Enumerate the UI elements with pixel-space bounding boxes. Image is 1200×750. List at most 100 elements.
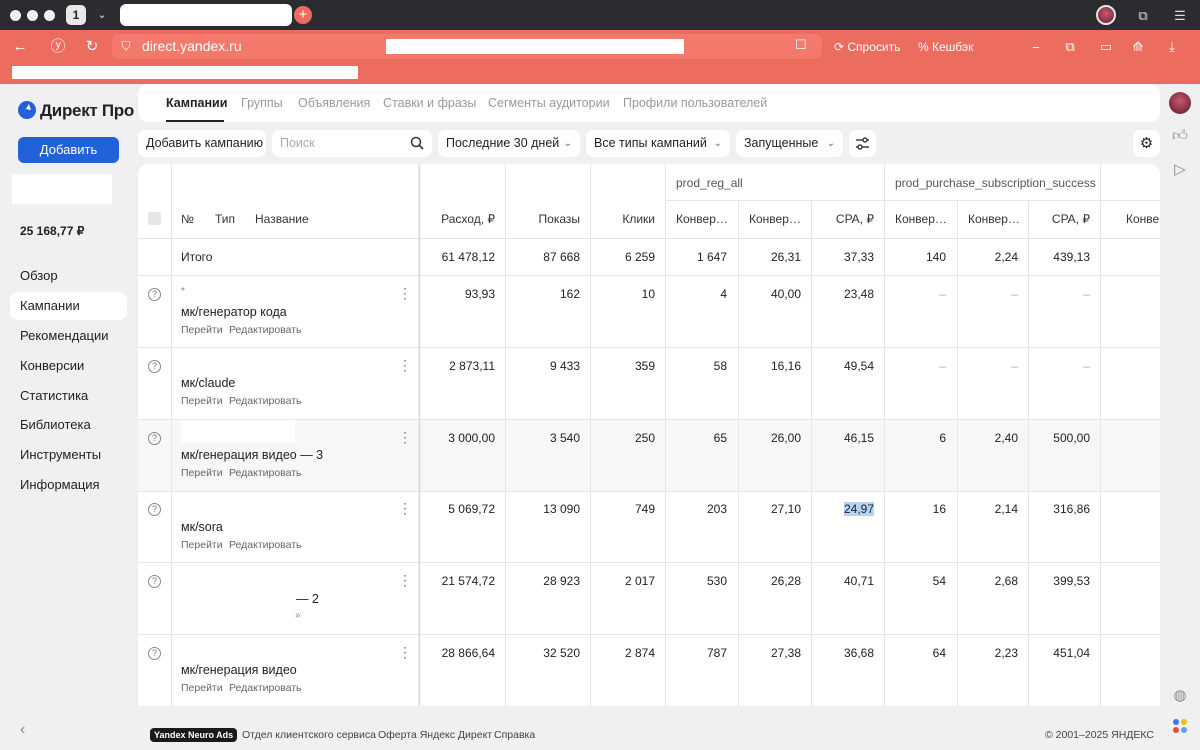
col-header-conversions-3[interactable]: Конве (1126, 212, 1160, 226)
select-all-checkbox[interactable] (148, 212, 161, 225)
minimize-window-button[interactable] (27, 10, 38, 21)
period-select[interactable]: Последние 30 дней ⌄ (438, 130, 580, 157)
tab-count-badge[interactable]: 1 (66, 5, 86, 25)
url-text[interactable]: direct.yandex.ru (142, 38, 242, 54)
campaign-name[interactable]: мк/генерация видео (181, 663, 297, 677)
col-header-conversion-rate-2[interactable]: Конвер… (968, 212, 1020, 226)
status-select[interactable]: Запущенные ⌄ (736, 130, 843, 157)
active-browser-tab[interactable] (120, 4, 292, 26)
row-menu-icon[interactable]: ⋮ (398, 572, 412, 588)
col-header-type[interactable]: Тип (215, 212, 236, 226)
browser-menu-icon[interactable]: ☰ (1174, 8, 1186, 23)
sidebar-item-statistics[interactable]: Статистика (20, 388, 89, 403)
col-header-cpa-2[interactable]: CPA, ₽ (1051, 212, 1090, 226)
play-circle-icon[interactable]: ▷ (1174, 161, 1186, 178)
neuro-ads-badge[interactable]: Yandex Neuro Ads (150, 728, 238, 742)
col-header-number[interactable]: № (181, 212, 194, 226)
extension-icon[interactable]: ⧉ (1065, 39, 1075, 54)
col-header-impressions[interactable]: Показы (538, 212, 580, 226)
campaign-name[interactable]: мк/sora (181, 520, 223, 534)
apps-dots-icon[interactable] (1172, 718, 1188, 734)
tab-audience-segments[interactable]: Сегменты аудитории (488, 96, 610, 110)
edit-link[interactable]: Редактировать (229, 682, 302, 694)
row-menu-icon[interactable]: ⋮ (398, 285, 412, 301)
add-campaign-button[interactable]: Добавить кампанию (138, 130, 266, 157)
cashback-button[interactable]: % Кешбэк (912, 36, 979, 58)
go-link[interactable]: Перейти (181, 539, 223, 551)
download-arrow-icon[interactable]: ⤓ (1169, 39, 1175, 54)
table-settings-gear-icon[interactable]: ⚙ (1133, 130, 1160, 157)
new-tab-button[interactable]: + (294, 6, 312, 24)
col-header-spend[interactable]: Расход, ₽ (441, 212, 495, 226)
go-link[interactable]: Перейти (181, 324, 223, 336)
footer-link-help[interactable]: Справка (494, 729, 536, 741)
edit-link[interactable]: Редактировать (229, 467, 302, 479)
sidebar-item-tools[interactable]: Инструменты (20, 447, 102, 462)
col-header-clicks[interactable]: Клики (622, 212, 655, 226)
search-input[interactable]: Поиск (272, 130, 432, 157)
ask-button[interactable]: ⟳ Спросить (828, 36, 906, 58)
edit-link[interactable]: Редактировать (229, 539, 302, 551)
edit-link[interactable]: Редактировать (229, 324, 302, 336)
campaign-name[interactable]: мк/claude (181, 376, 236, 390)
tab-bids-phrases[interactable]: Ставки и фразы (383, 96, 477, 110)
extension-puzzle-icon[interactable]: ⟰ (1132, 39, 1144, 54)
back-arrow-icon[interactable]: ← (12, 38, 28, 55)
status-help-icon[interactable]: ? (148, 360, 161, 373)
thumbs-up-icon[interactable]: 👍︎ (1172, 127, 1188, 144)
reload-icon[interactable]: ↻ (85, 38, 99, 55)
campaign-name[interactable]: мк/генерация видео — 3 (181, 448, 324, 462)
downloads-icon[interactable]: ⎯ (1032, 39, 1040, 54)
tab-ads[interactable]: Объявления (298, 96, 371, 110)
status-help-icon[interactable]: ? (148, 503, 161, 516)
account-selector-redacted[interactable] (12, 174, 112, 204)
tab-campaigns[interactable]: Кампании (166, 96, 228, 110)
sidebar-item-library[interactable]: Библиотека (20, 417, 91, 432)
yandex-logo-icon[interactable]: ⓨ (50, 38, 66, 55)
row-menu-icon[interactable]: ⋮ (398, 357, 412, 373)
campaign-name[interactable]: — 2 (296, 592, 319, 606)
filters-button[interactable] (849, 130, 876, 157)
footer-link-support[interactable]: Отдел клиентского сервиса (242, 729, 376, 741)
user-avatar[interactable] (1169, 92, 1191, 114)
cell-cpa-selected[interactable]: 24,97 (843, 502, 874, 516)
row-menu-icon[interactable]: ⋮ (398, 429, 412, 445)
tab-groups[interactable]: Группы (241, 96, 283, 110)
edit-link[interactable]: Редактировать (229, 395, 302, 407)
app-logo[interactable]: Директ Про (40, 101, 134, 120)
campaign-name[interactable]: мк/генератор кода (181, 305, 287, 319)
status-help-icon[interactable]: ? (148, 288, 161, 301)
sidebar-item-recommendations[interactable]: Рекомендации (20, 328, 109, 343)
globe-icon[interactable]: ◍ (1173, 687, 1187, 704)
col-header-name[interactable]: Название (255, 212, 309, 226)
col-header-cpa[interactable]: CPA, ₽ (835, 212, 874, 226)
go-link[interactable]: Перейти (181, 467, 223, 479)
sidebar-item-overview[interactable]: Обзор (20, 268, 58, 283)
row-menu-icon[interactable]: ⋮ (398, 500, 412, 516)
close-window-button[interactable] (10, 10, 21, 21)
shield-icon[interactable]: ⛉ (121, 39, 131, 53)
status-help-icon[interactable]: ? (148, 647, 161, 660)
tab-user-profiles[interactable]: Профили пользователей (623, 96, 768, 110)
col-header-conversion-rate[interactable]: Конвер… (749, 212, 801, 226)
go-link[interactable]: Перейти (181, 682, 223, 694)
tabs-overview-icon[interactable]: ⧉ (1138, 8, 1148, 23)
browser-profile-avatar[interactable] (1096, 5, 1116, 25)
sidebar-item-conversions[interactable]: Конверсии (20, 358, 85, 373)
collapse-sidebar-icon[interactable]: ‹ (20, 721, 26, 738)
status-help-icon[interactable]: ? (148, 432, 161, 445)
sidebar-item-info[interactable]: Информация (20, 477, 100, 492)
bookmark-icon[interactable]: ☐ (795, 37, 807, 52)
col-header-conversions-2[interactable]: Конвер… (895, 212, 947, 226)
add-button[interactable]: Добавить (18, 137, 119, 163)
battery-icon[interactable]: ▭ (1099, 39, 1113, 54)
row-menu-icon[interactable]: ⋮ (398, 644, 412, 660)
sidebar-item-campaigns[interactable]: Кампании (10, 292, 127, 320)
campaign-type-select[interactable]: Все типы кампаний ⌄ (586, 130, 730, 157)
status-help-icon[interactable]: ? (148, 575, 161, 588)
go-link[interactable]: Перейти (181, 395, 223, 407)
col-header-conversions[interactable]: Конвер… (676, 212, 728, 226)
footer-link-offer[interactable]: Оферта Яндекс Директ (378, 729, 493, 741)
tab-list-chevron-icon[interactable]: ⌄ (97, 9, 107, 21)
maximize-window-button[interactable] (44, 10, 55, 21)
